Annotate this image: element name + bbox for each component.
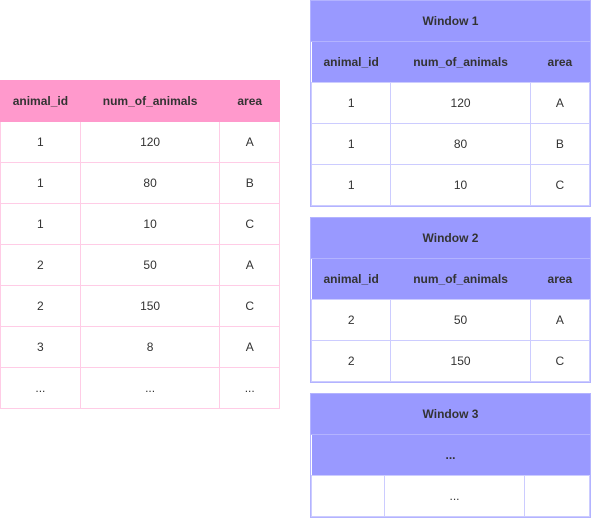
- table-row: 110C: [1, 204, 280, 245]
- table-cell: [312, 476, 385, 517]
- window-panel: Window 3......: [310, 393, 591, 518]
- window-table: ......: [311, 435, 590, 517]
- window-table: animal_idnum_of_animalsarea250A2150C: [311, 259, 590, 382]
- table-cell: [524, 476, 589, 517]
- table-cell: 1: [312, 165, 391, 206]
- windows-container: Window 1animal_idnum_of_animalsarea1120A…: [310, 0, 591, 528]
- table-row: 1120A: [312, 83, 590, 124]
- table-cell: 80: [80, 163, 220, 204]
- col-header-area: area: [220, 81, 280, 122]
- col-header: area: [530, 259, 589, 300]
- table-row: 180B: [312, 124, 590, 165]
- table-cell: 3: [1, 327, 81, 368]
- table-cell: 2: [312, 341, 391, 382]
- main-table-body: 1120A180B110C250A2150C38A.........: [1, 122, 280, 409]
- table-cell: C: [530, 165, 589, 206]
- table-cell: 150: [80, 286, 220, 327]
- table-cell: 80: [391, 124, 530, 165]
- col-header: ...: [312, 435, 590, 476]
- table-cell: 1: [312, 124, 391, 165]
- window-panel: Window 2animal_idnum_of_animalsarea250A2…: [310, 217, 591, 383]
- table-cell: ...: [1, 368, 81, 409]
- table-cell: 120: [80, 122, 220, 163]
- table-cell: C: [530, 341, 589, 382]
- table-cell: A: [220, 327, 280, 368]
- table-row: 180B: [1, 163, 280, 204]
- col-header-num-animals: num_of_animals: [80, 81, 220, 122]
- table-cell: ...: [385, 476, 525, 517]
- left-table-container: animal_id num_of_animals area 1120A180B1…: [0, 80, 280, 409]
- table-row: 250A: [1, 245, 280, 286]
- table-cell: ...: [80, 368, 220, 409]
- window-title: Window 2: [311, 218, 590, 259]
- col-header: area: [530, 42, 589, 83]
- table-cell: 1: [1, 163, 81, 204]
- table-row: .........: [1, 368, 280, 409]
- table-cell: A: [530, 300, 589, 341]
- table-cell: 120: [391, 83, 530, 124]
- table-cell: B: [530, 124, 589, 165]
- table-row: 250A: [312, 300, 590, 341]
- table-cell: C: [220, 204, 280, 245]
- col-header-animal-id: animal_id: [1, 81, 81, 122]
- col-header: num_of_animals: [391, 259, 530, 300]
- window-title: Window 3: [311, 394, 590, 435]
- window-table: animal_idnum_of_animalsarea1120A180B110C: [311, 42, 590, 206]
- table-cell: ...: [220, 368, 280, 409]
- table-cell: A: [530, 83, 589, 124]
- table-cell: 1: [312, 83, 391, 124]
- table-cell: A: [220, 245, 280, 286]
- table-cell: 1: [1, 204, 81, 245]
- window-title: Window 1: [311, 1, 590, 42]
- table-cell: B: [220, 163, 280, 204]
- table-cell: 50: [391, 300, 530, 341]
- table-row: 1120A: [1, 122, 280, 163]
- table-cell: 2: [312, 300, 391, 341]
- col-header: animal_id: [312, 259, 391, 300]
- table-row: 38A: [1, 327, 280, 368]
- main-data-table: animal_id num_of_animals area 1120A180B1…: [0, 80, 280, 409]
- table-cell: 1: [1, 122, 81, 163]
- window-panel: Window 1animal_idnum_of_animalsarea1120A…: [310, 0, 591, 207]
- col-header: animal_id: [312, 42, 391, 83]
- table-cell: A: [220, 122, 280, 163]
- table-cell: 2: [1, 245, 81, 286]
- table-cell: 10: [80, 204, 220, 245]
- col-header: num_of_animals: [391, 42, 530, 83]
- table-cell: 10: [391, 165, 530, 206]
- table-cell: C: [220, 286, 280, 327]
- table-cell: 8: [80, 327, 220, 368]
- table-row: ...: [312, 476, 590, 517]
- table-cell: 150: [391, 341, 530, 382]
- table-row: 2150C: [1, 286, 280, 327]
- table-cell: 50: [80, 245, 220, 286]
- table-row: 110C: [312, 165, 590, 206]
- table-row: 2150C: [312, 341, 590, 382]
- table-cell: 2: [1, 286, 81, 327]
